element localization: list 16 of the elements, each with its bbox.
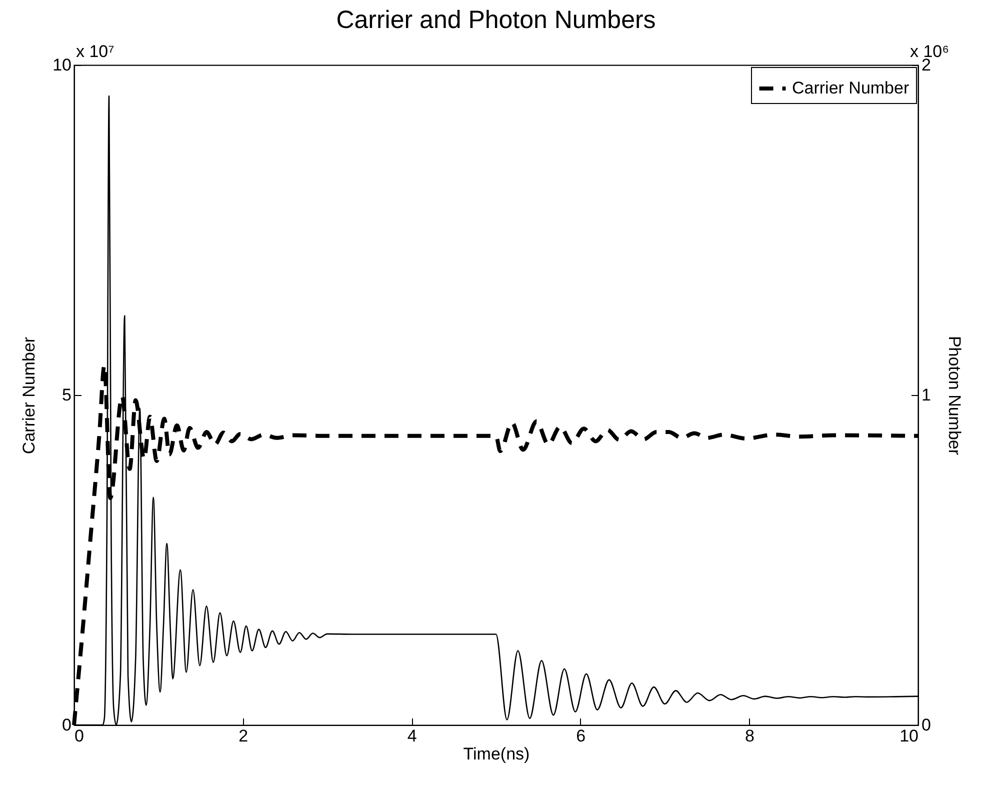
y2-tick-label: 2 <box>922 56 931 74</box>
chart-title: Carrier and Photon Numbers <box>336 6 656 34</box>
x-axis-title: Time(ns) <box>463 744 530 764</box>
y2-axis-title: Photon Number <box>944 336 964 456</box>
y-tick-label: 5 <box>62 386 72 404</box>
y2-tick-label: 1 <box>922 386 931 404</box>
x-tick-label: 4 <box>407 726 417 746</box>
y-axis-title: Carrier Number <box>20 336 39 454</box>
text: x 10⁷ <box>76 42 114 61</box>
legend-label: Carrier Number <box>792 78 910 98</box>
x-tick-label: 8 <box>744 726 754 746</box>
x-tick-label: 10 <box>900 726 918 746</box>
x-tick-label: 6 <box>576 726 586 746</box>
x-tick-label: 2 <box>238 726 248 746</box>
y-tick-label: 10 <box>52 56 72 74</box>
x-tick-label: 0 <box>74 726 84 746</box>
